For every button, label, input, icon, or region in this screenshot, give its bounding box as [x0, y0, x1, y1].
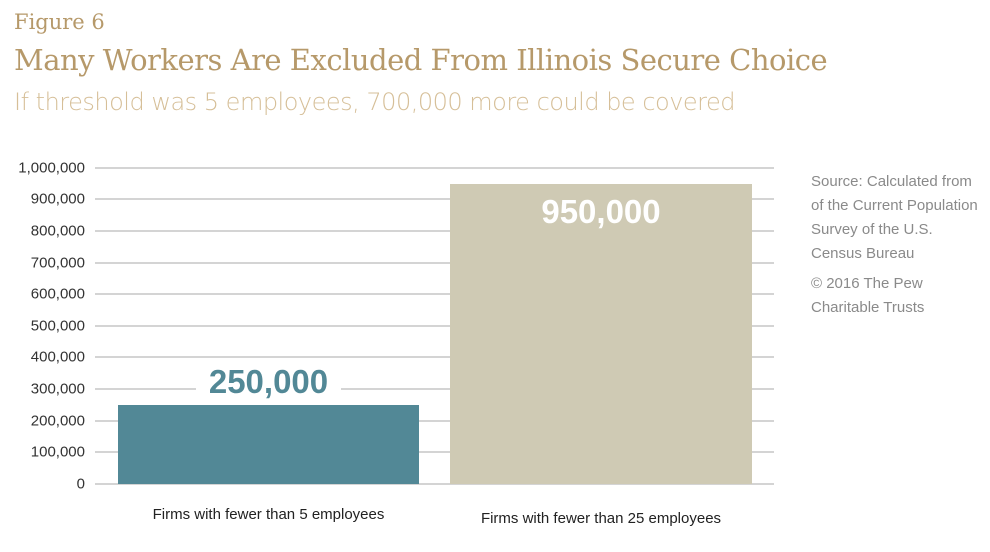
copyright-text: © 2016 The Pew Charitable Trusts	[811, 275, 925, 316]
y-tick-label: 200,000	[30, 412, 85, 430]
y-tick-label: 900,000	[30, 190, 85, 208]
y-tick-label: 0	[76, 475, 85, 493]
bar-value-label: 250,000	[196, 363, 341, 401]
bar-fewer-than-5	[118, 405, 419, 484]
gridline	[95, 325, 774, 327]
gridline	[95, 388, 774, 390]
y-tick-label: 400,000	[30, 348, 85, 366]
gridline	[95, 198, 774, 200]
y-tick-label: 700,000	[30, 254, 85, 272]
gridline	[95, 356, 774, 358]
bar-fewer-than-25	[450, 184, 752, 484]
gridline	[95, 420, 774, 422]
source-note: Source: Calculated from of the Current P…	[811, 170, 986, 326]
y-tick-label: 100,000	[30, 443, 85, 461]
y-tick-label: 600,000	[30, 285, 85, 303]
x-category-label: Firms with fewer than 5 employees	[152, 506, 385, 523]
bar-value-label: 950,000	[541, 193, 661, 230]
y-tick-label: 300,000	[30, 380, 85, 398]
y-tick-label: 1,000,000	[18, 159, 85, 177]
gridline	[95, 167, 774, 169]
source-text: Source: Calculated from of the Current P…	[811, 173, 978, 262]
gridline	[95, 451, 774, 453]
y-tick-label: 500,000	[30, 317, 85, 335]
gridline	[95, 293, 774, 295]
chart-subtitle: If threshold was 5 employees, 700,000 mo…	[14, 88, 736, 116]
gridline	[95, 483, 774, 485]
gridline	[95, 230, 774, 232]
x-category-label: Firms with fewer than 25 employees	[480, 510, 722, 527]
chart-title: Many Workers Are Excluded From Illinois …	[14, 43, 828, 77]
figure-label: Figure 6	[14, 10, 105, 34]
y-tick-label: 800,000	[30, 222, 85, 240]
gridline	[95, 262, 774, 264]
